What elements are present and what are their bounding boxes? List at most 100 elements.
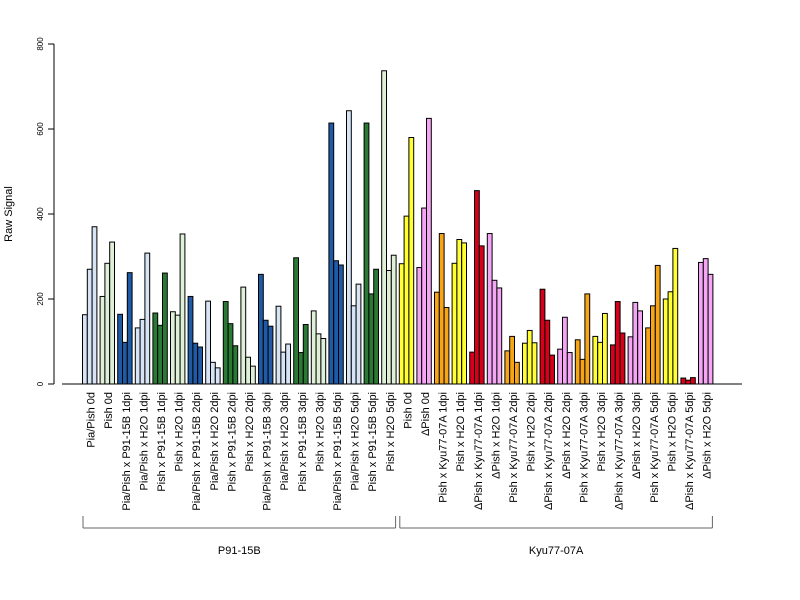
- bar: [170, 311, 176, 385]
- bar: [250, 365, 256, 385]
- bar: [117, 313, 123, 385]
- y-tick-label: 200: [36, 292, 45, 306]
- category-label: ΔPish x Kyu77-07A 1dpi: [473, 392, 485, 510]
- bar: [104, 262, 111, 385]
- y-axis: 0 200 400 600 800: [36, 37, 55, 386]
- category-label: Pish x P91-15B 3dpi: [297, 392, 309, 492]
- bar: [421, 207, 428, 385]
- bar: [302, 324, 309, 385]
- bar: [222, 301, 229, 385]
- bar: [205, 300, 211, 385]
- bar: [144, 252, 151, 385]
- bar: [262, 319, 269, 385]
- category-label: Pish x H2O 1dpi: [174, 392, 186, 471]
- category-label: Pish x H2O 5dpi: [666, 392, 678, 471]
- bar: [645, 327, 652, 385]
- category-label: Pish 0d: [103, 392, 115, 429]
- y-tick-label: 600: [36, 122, 45, 136]
- category-label: Pish 0d: [402, 392, 414, 429]
- bar: [456, 239, 463, 385]
- bar: [134, 327, 141, 385]
- category-label: ΔPish x H2O 5dpi: [702, 392, 714, 479]
- category-label: Pia/Pish x H2O 1dpi: [138, 392, 150, 490]
- category-label: Pish x H2O 5dpi: [385, 392, 397, 471]
- bar: [698, 261, 704, 385]
- bar: [293, 257, 300, 385]
- bar: [280, 351, 287, 385]
- bar: [702, 258, 709, 385]
- group-label: Kyu77-07A: [529, 545, 584, 557]
- bar: [403, 215, 410, 385]
- category-label: Pia/Pish x H2O 2dpi: [209, 392, 221, 490]
- bar: [579, 358, 586, 385]
- bar: [390, 254, 397, 385]
- bar: [179, 233, 186, 385]
- bar: [566, 352, 573, 385]
- bar: [122, 341, 128, 385]
- bar: [438, 233, 445, 385]
- bar: [245, 356, 251, 385]
- bar: [99, 295, 106, 385]
- bar: [461, 242, 468, 385]
- category-label: ΔPish x Kyu77-07A 5dpi: [684, 392, 696, 510]
- bar: [214, 367, 221, 385]
- category-label: ΔPish x Kyu77-07A 3dpi: [614, 392, 626, 510]
- bar: [597, 341, 604, 385]
- category-label: Pia/Pish x H2O 5dpi: [350, 392, 362, 490]
- bar: [574, 339, 581, 385]
- bar: [434, 291, 440, 385]
- bar: [350, 305, 357, 385]
- bar: [232, 345, 239, 385]
- category-label: Pish x Kyu77-07A 3dpi: [578, 392, 590, 503]
- bar: [522, 342, 528, 385]
- bar: [363, 122, 370, 385]
- bar: [491, 279, 498, 385]
- bar: [637, 310, 644, 385]
- bar: [315, 333, 322, 385]
- bar: [557, 348, 564, 385]
- bar: [667, 291, 674, 385]
- bar: [469, 351, 476, 385]
- category-label: ΔPish x H2O 2dpi: [561, 392, 573, 479]
- bar: [690, 377, 696, 385]
- bar: [398, 263, 405, 385]
- bar: [298, 352, 304, 385]
- category-label: Pish x H2O 3dpi: [314, 392, 326, 471]
- bar: [373, 268, 380, 385]
- bar: [328, 122, 335, 385]
- bar: [320, 338, 327, 385]
- bar: [662, 298, 669, 385]
- bar: [526, 329, 533, 385]
- bar: [355, 283, 362, 385]
- category-label: Pish x P91-15B 1dpi: [156, 392, 168, 492]
- bar: [614, 301, 621, 385]
- category-label: Pish x H2O 2dpi: [244, 392, 256, 471]
- category-label: Pish x P91-15B 2dpi: [226, 392, 238, 492]
- category-label: ΔPish x H2O 3dpi: [631, 392, 643, 479]
- bar: [381, 70, 388, 385]
- category-label: Pish x Kyu77-07A 1dpi: [438, 392, 450, 503]
- bar: [91, 226, 98, 385]
- bar: [650, 305, 656, 385]
- bar: [82, 314, 88, 385]
- bar: [627, 336, 634, 385]
- category-label: ΔPish 0d: [420, 392, 432, 436]
- bar: [610, 344, 616, 385]
- bar: [86, 268, 93, 385]
- bar: [426, 117, 432, 385]
- bar: [592, 335, 599, 385]
- bar: [258, 273, 264, 385]
- bar: [416, 267, 423, 385]
- category-label: Pish x Kyu77-07A 2dpi: [508, 392, 520, 503]
- bar: [443, 307, 450, 385]
- bar: [139, 318, 146, 385]
- bar: [157, 324, 163, 385]
- y-axis-label: Raw Signal: [3, 186, 15, 242]
- bar: [386, 270, 392, 385]
- bar: [509, 335, 516, 385]
- category-labels: Pia/Pish 0d Pish 0d Pia/Pish x P91-15B 1dp…: [86, 392, 714, 511]
- bar: [192, 342, 199, 385]
- bar: [531, 342, 538, 385]
- bar: [478, 245, 485, 385]
